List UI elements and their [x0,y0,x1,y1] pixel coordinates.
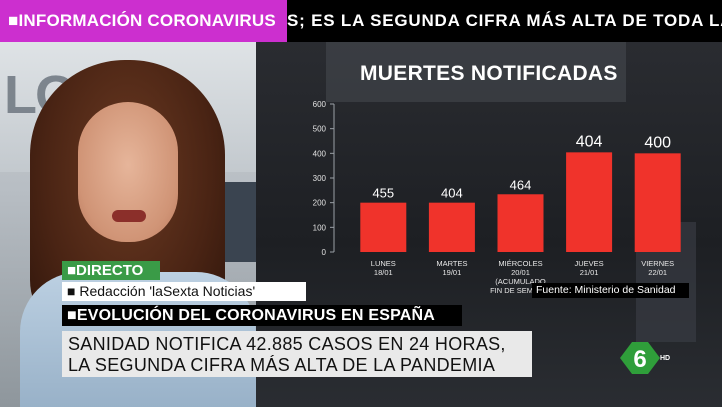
channel-logo-text: 6 [633,346,646,373]
y-tick-label: 200 [313,199,327,208]
y-tick-label: 400 [313,149,327,158]
presenter-mouth [112,210,146,222]
x-category-label: 18/01 [374,268,393,277]
ticker-section-label: ■INFORMACIÓN CORONAVIRUS [0,0,287,42]
bar-data-label: 455 [372,186,394,201]
live-badge: ■DIRECTO [62,261,160,280]
x-category-label: (ACUMULADO [495,277,546,286]
bar-data-label: 464 [510,177,532,192]
x-category-label: MARTES [436,259,467,268]
bar-data-label: 400 [644,134,671,151]
headline-line-2: LA SEGUNDA CIFRA MÁS ALTA DE LA PANDEMIA [68,355,496,375]
y-tick-label: 100 [313,223,327,232]
bar [634,153,681,252]
x-category-label: 21/01 [580,268,599,277]
x-category-label: 20/01 [511,268,530,277]
x-category-label: JUEVES [575,259,604,268]
news-ticker: ■INFORMACIÓN CORONAVIRUS S; ES LA SEGUND… [0,0,722,42]
x-category-label: 19/01 [443,268,462,277]
newsroom-credit: ■ Redacción 'laSexta Noticias' [62,282,306,301]
y-tick-label: 0 [322,248,327,257]
x-category-label: LUNES [371,259,396,268]
hd-badge: HD [660,355,671,362]
bar [497,194,544,252]
segment-title: ■EVOLUCIÓN DEL CORONAVIRUS EN ESPAÑA [62,305,462,326]
ticker-scrolling-text: S; ES LA SEGUNDA CIFRA MÁS ALTA DE TODA … [287,11,722,30]
chart-source: Fuente: Ministerio de Sanidad [532,283,689,298]
x-category-label: MIÉRCOLES [498,259,542,268]
headline-box: SANIDAD NOTIFICA 42.885 CASOS EN 24 HORA… [62,331,532,377]
lasexta-logo-icon: 6 [620,342,660,374]
background-light [326,42,626,102]
x-category-label: FIN DE SEMANA) [490,286,551,295]
ticker-section-text: ■INFORMACIÓN CORONAVIRUS [8,11,276,30]
chart-title: MUERTES NOTIFICADAS [360,62,618,85]
x-category-label: VIERNES [641,259,674,268]
y-tick-label: 600 [313,100,327,109]
bar [428,202,475,252]
bar-data-label: 404 [441,186,463,201]
bar [360,202,407,252]
x-category-label: 22/01 [648,268,667,277]
y-tick-label: 300 [313,174,327,183]
bar [566,152,613,252]
headline-line-1: SANIDAD NOTIFICA 42.885 CASOS EN 24 HORA… [68,334,506,354]
y-tick-label: 500 [313,125,327,134]
bar-data-label: 404 [576,133,603,150]
